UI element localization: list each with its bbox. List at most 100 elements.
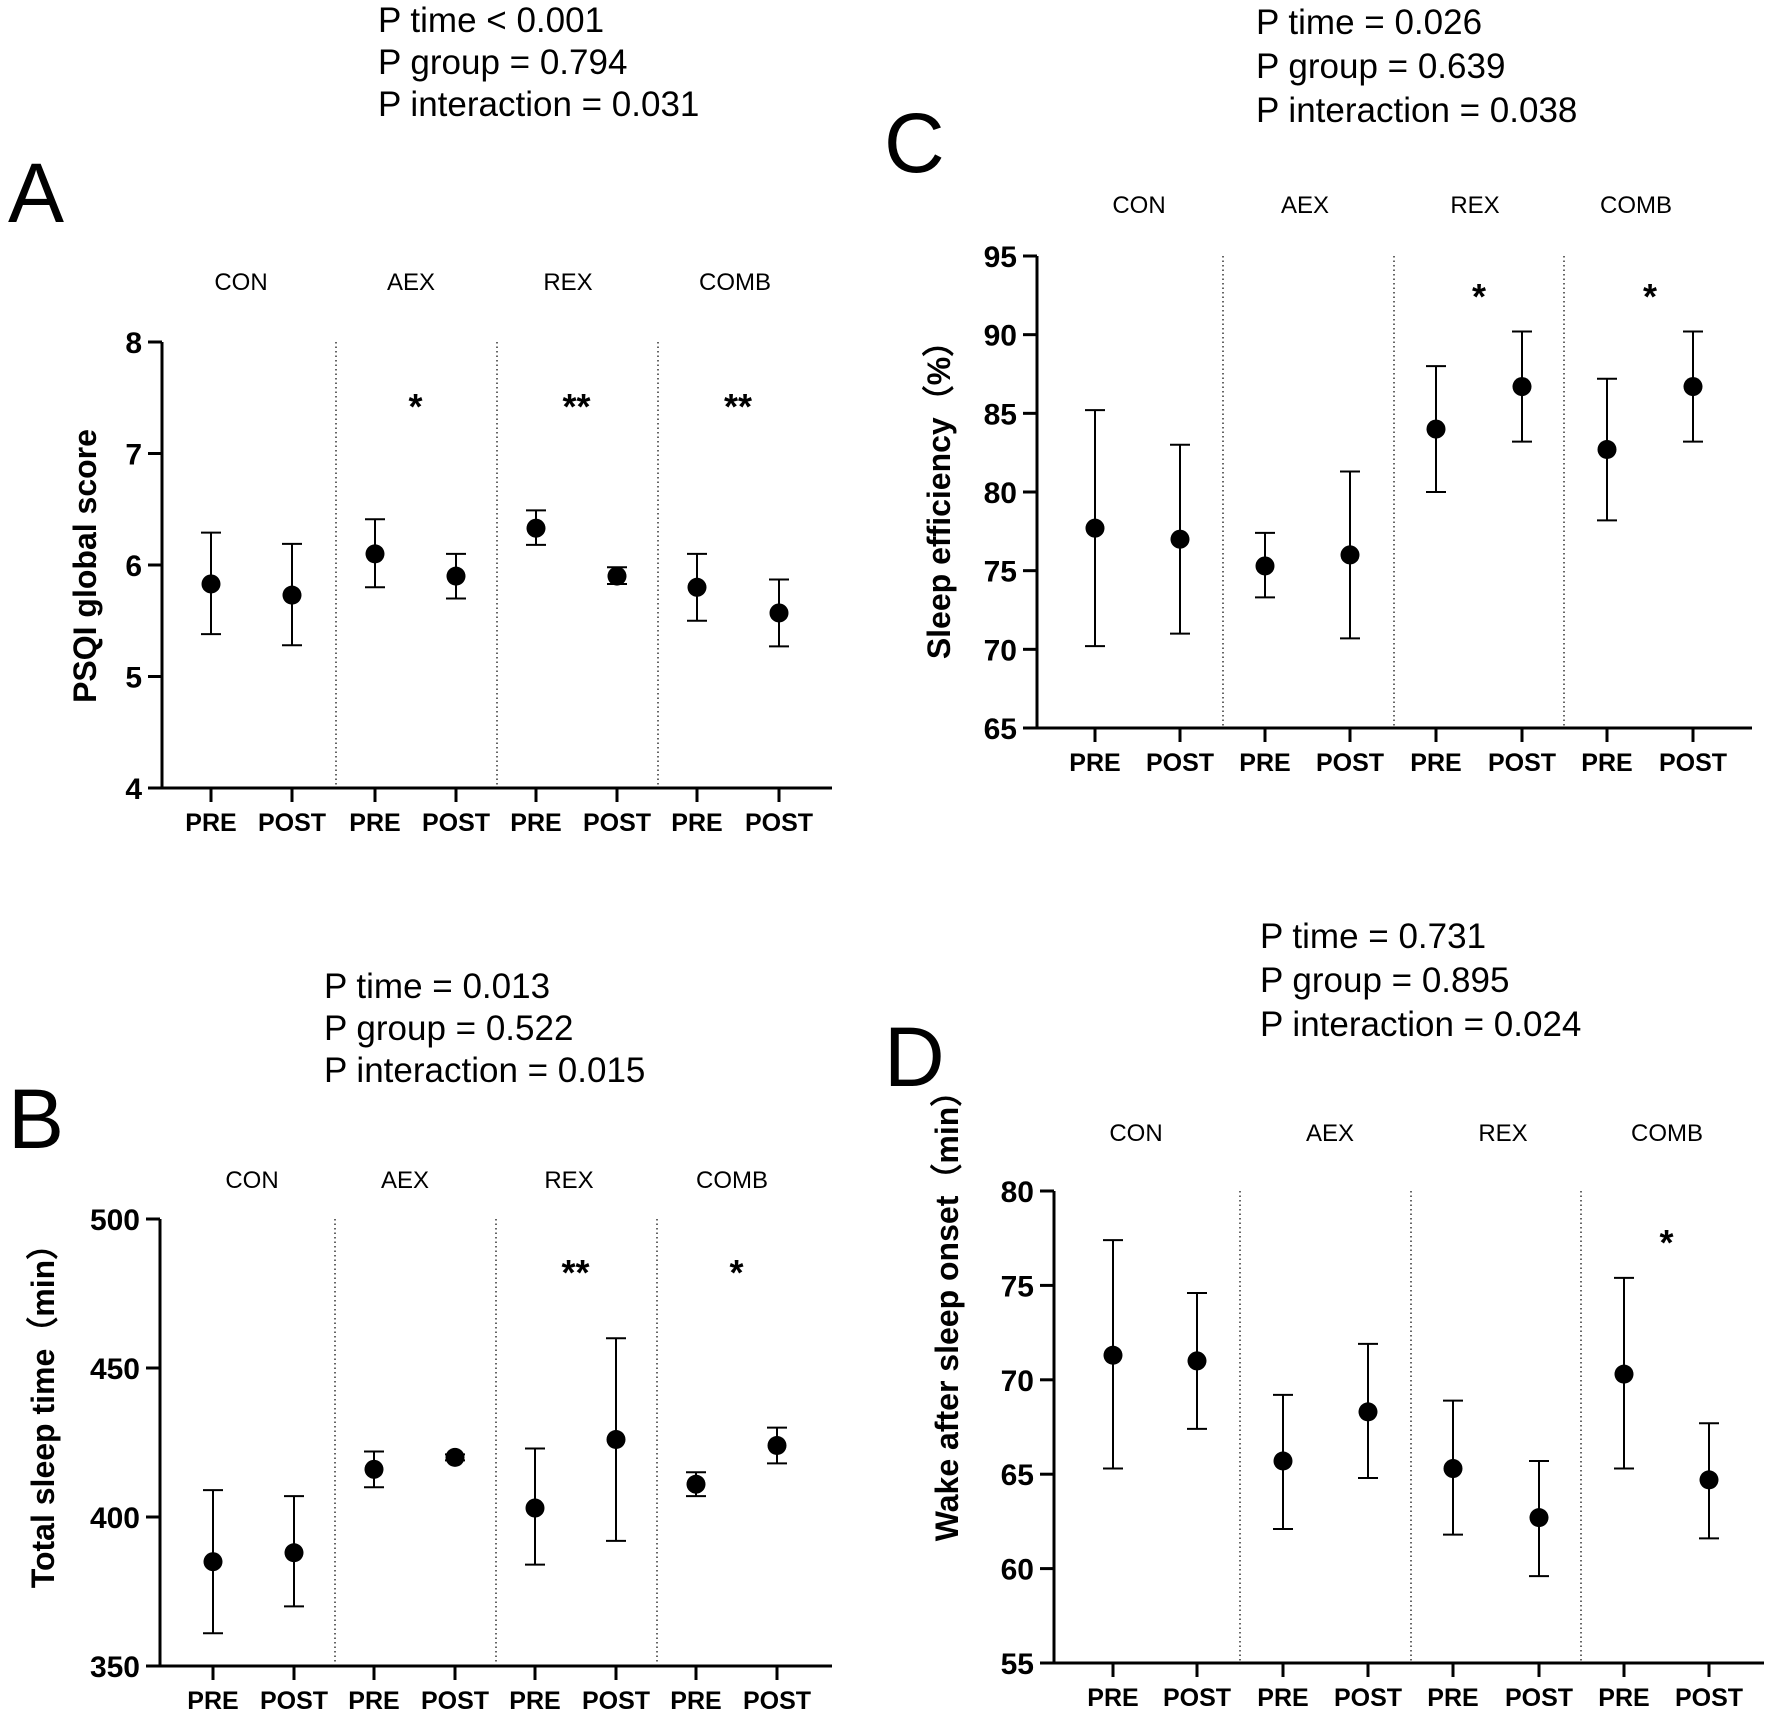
x-tick-label-b-0: PRE bbox=[187, 1687, 238, 1714]
x-tick-label-d-3: POST bbox=[1334, 1684, 1402, 1712]
x-tick-label-a-1: POST bbox=[258, 809, 326, 837]
data-point-b-rex-post bbox=[606, 1430, 626, 1450]
group-label-comb-b: COMB bbox=[696, 1167, 768, 1194]
y-tick-label-a-0: 4 bbox=[125, 773, 142, 806]
y-axis-label-d: Wake after sleep onset（min） bbox=[929, 1075, 965, 1542]
data-point-c-aex-pre bbox=[1255, 556, 1275, 576]
x-tick-label-a-0: PRE bbox=[185, 809, 236, 837]
x-tick-label-d-4: PRE bbox=[1427, 1684, 1478, 1712]
stat-p-group-a: P group = 0.794 bbox=[378, 43, 627, 82]
data-point-b-comb-post bbox=[767, 1435, 787, 1455]
data-point-d-comb-pre bbox=[1614, 1364, 1634, 1384]
x-tick-label-b-2: PRE bbox=[348, 1687, 399, 1714]
x-tick-label-c-2: PRE bbox=[1239, 749, 1290, 777]
data-point-a-con-post bbox=[282, 585, 302, 605]
y-tick-label-b-0: 350 bbox=[90, 1651, 140, 1684]
y-tick-label-a-3: 7 bbox=[125, 439, 142, 472]
y-tick-label-d-2: 65 bbox=[1001, 1459, 1034, 1492]
stat-p-interaction-c: P interaction = 0.038 bbox=[1256, 91, 1577, 130]
group-label-aex-a: AEX bbox=[387, 269, 435, 296]
x-tick-label-b-3: POST bbox=[421, 1687, 489, 1714]
y-tick-label-a-1: 5 bbox=[125, 662, 142, 695]
x-tick-label-c-6: PRE bbox=[1581, 749, 1632, 777]
y-tick-label-d-0: 55 bbox=[1001, 1648, 1034, 1681]
y-tick-label-c-4: 85 bbox=[984, 398, 1017, 431]
data-point-b-con-post bbox=[284, 1543, 304, 1563]
y-tick-label-c-5: 90 bbox=[984, 320, 1017, 353]
y-tick-label-d-5: 80 bbox=[1001, 1176, 1034, 1209]
group-label-con-b: CON bbox=[225, 1167, 278, 1194]
plot-area-c: 65 70 75 80 85 90 95 PRE POST PRE POST PRE POST * PRE P… bbox=[984, 241, 1752, 777]
group-label-con-c: CON bbox=[1112, 192, 1165, 219]
group-label-aex-d: AEX bbox=[1306, 1120, 1354, 1147]
y-tick-label-b-3: 500 bbox=[90, 1204, 140, 1237]
stat-p-group-b: P group = 0.522 bbox=[324, 1009, 573, 1048]
significance-mark-d-comb: * bbox=[1659, 1222, 1673, 1263]
panel-letter-c: C bbox=[884, 96, 945, 190]
stat-p-interaction-a: P interaction = 0.031 bbox=[378, 85, 699, 124]
plot-area-b: 350 400 450 500 PRE POST PRE POST PRE POST ** PRE PO… bbox=[90, 1204, 832, 1714]
data-point-c-con-pre bbox=[1085, 518, 1105, 538]
y-tick-label-c-0: 65 bbox=[984, 713, 1017, 746]
group-label-aex-c: AEX bbox=[1281, 192, 1329, 219]
x-tick-label-d-5: POST bbox=[1505, 1684, 1573, 1712]
significance-mark-a-comb: ** bbox=[724, 386, 752, 427]
group-label-comb-c: COMB bbox=[1600, 192, 1672, 219]
data-point-a-rex-post bbox=[607, 566, 627, 586]
x-tick-label-c-7: POST bbox=[1659, 749, 1727, 777]
x-tick-label-d-6: PRE bbox=[1598, 1684, 1649, 1712]
panel-b: B P time = 0.013 P group = 0.522 P inter… bbox=[8, 967, 832, 1714]
x-tick-label-d-2: PRE bbox=[1257, 1684, 1308, 1712]
x-tick-label-a-5: POST bbox=[583, 809, 651, 837]
stat-p-group-d: P group = 0.895 bbox=[1260, 961, 1509, 1000]
data-point-b-aex-post bbox=[445, 1447, 465, 1467]
y-axis-label-a: PSQI global score bbox=[67, 429, 103, 703]
y-tick-label-b-2: 450 bbox=[90, 1353, 140, 1386]
data-point-c-rex-post bbox=[1512, 377, 1532, 397]
group-label-rex-b: REX bbox=[544, 1167, 593, 1194]
x-tick-label-b-4: PRE bbox=[509, 1687, 560, 1714]
x-tick-label-a-4: PRE bbox=[510, 809, 561, 837]
panel-d: D P time = 0.731 P group = 0.895 P inter… bbox=[884, 917, 1764, 1712]
data-point-d-aex-pre bbox=[1273, 1451, 1293, 1471]
x-tick-label-c-3: POST bbox=[1316, 749, 1384, 777]
data-point-d-con-post bbox=[1187, 1351, 1207, 1371]
stat-p-group-c: P group = 0.639 bbox=[1256, 47, 1505, 86]
data-point-b-rex-pre bbox=[525, 1498, 545, 1518]
data-point-a-rex-pre bbox=[526, 518, 546, 538]
y-axis-label-b: Total sleep time（min） bbox=[25, 1228, 61, 1588]
group-label-comb-d: COMB bbox=[1631, 1120, 1703, 1147]
x-tick-label-c-4: PRE bbox=[1410, 749, 1461, 777]
x-tick-label-d-1: POST bbox=[1163, 1684, 1231, 1712]
stat-p-interaction-b: P interaction = 0.015 bbox=[324, 1051, 645, 1090]
data-point-d-rex-post bbox=[1529, 1508, 1549, 1528]
group-label-con-a: CON bbox=[214, 269, 267, 296]
significance-mark-b-comb: * bbox=[729, 1252, 743, 1293]
x-tick-label-c-0: PRE bbox=[1069, 749, 1120, 777]
data-point-d-comb-post bbox=[1699, 1470, 1719, 1490]
data-point-c-aex-post bbox=[1340, 545, 1360, 565]
stat-p-time-b: P time = 0.013 bbox=[324, 967, 550, 1006]
data-point-c-con-post bbox=[1170, 529, 1190, 549]
group-label-comb-a: COMB bbox=[699, 269, 771, 296]
data-point-d-aex-post bbox=[1358, 1402, 1378, 1422]
data-point-d-con-pre bbox=[1103, 1345, 1123, 1365]
data-point-b-con-pre bbox=[203, 1552, 223, 1572]
data-point-a-aex-pre bbox=[365, 544, 385, 564]
x-tick-label-a-7: POST bbox=[745, 809, 813, 837]
significance-mark-a-rex: ** bbox=[562, 386, 590, 427]
panel-c: C P time = 0.026 P group = 0.639 P inter… bbox=[884, 3, 1752, 777]
group-label-rex-a: REX bbox=[543, 269, 592, 296]
x-tick-label-a-2: PRE bbox=[349, 809, 400, 837]
y-tick-label-d-1: 60 bbox=[1001, 1554, 1034, 1587]
significance-mark-c-comb: * bbox=[1643, 276, 1657, 317]
panel-letter-d: D bbox=[884, 1010, 945, 1104]
data-point-a-comb-pre bbox=[687, 577, 707, 597]
x-tick-label-b-1: POST bbox=[260, 1687, 328, 1714]
y-tick-label-a-4: 8 bbox=[125, 327, 142, 360]
y-tick-label-a-2: 6 bbox=[125, 550, 142, 583]
panel-letter-a: A bbox=[8, 146, 64, 240]
stat-p-time-d: P time = 0.731 bbox=[1260, 917, 1486, 956]
y-tick-label-c-3: 80 bbox=[984, 477, 1017, 510]
x-tick-label-a-6: PRE bbox=[671, 809, 722, 837]
